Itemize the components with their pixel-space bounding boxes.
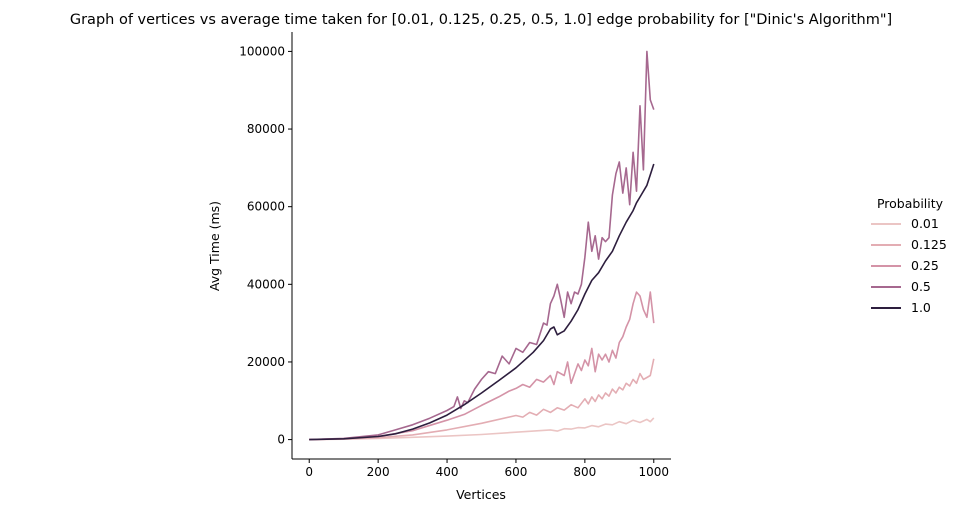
chart-title: Graph of vertices vs average time taken … (70, 12, 892, 28)
x-tick-label: 400 (436, 465, 459, 479)
x-tick-label: 1000 (638, 465, 669, 479)
series-line-0.125 (309, 358, 655, 441)
x-tick-label: 0 (305, 465, 313, 479)
x-axis-label: Vertices (456, 487, 506, 502)
x-tick-label: 800 (573, 465, 596, 479)
series-line-0.01 (309, 417, 655, 441)
legend: Probability 0.01 0.125 0.25 0.5 1.0 (871, 196, 947, 315)
y-tick-label: 100000 (239, 44, 285, 58)
y-axis: 0 20000 40000 60000 80000 100000 (239, 32, 293, 459)
y-tick-label: 40000 (247, 277, 285, 291)
legend-item-label: 1.0 (911, 300, 931, 315)
series-line-0.5 (309, 50, 655, 441)
x-tick-label: 200 (367, 465, 390, 479)
y-tick-label: 80000 (247, 122, 285, 136)
legend-item-label: 0.125 (911, 237, 947, 252)
series-line-1.0 (309, 163, 655, 441)
legend-title: Probability (877, 196, 944, 211)
y-tick-label: 60000 (247, 200, 285, 214)
series-line-0.25 (309, 291, 655, 441)
legend-item-label: 0.25 (911, 258, 939, 273)
x-tick-label: 600 (505, 465, 528, 479)
legend-item-label: 0.5 (911, 279, 931, 294)
plot-area (309, 50, 655, 441)
y-tick-label: 0 (277, 433, 285, 447)
legend-item-label: 0.01 (911, 216, 939, 231)
y-axis-label: Avg Time (ms) (207, 201, 222, 291)
x-axis: 0 200 400 600 800 1000 (292, 458, 671, 479)
y-tick-label: 20000 (247, 355, 285, 369)
